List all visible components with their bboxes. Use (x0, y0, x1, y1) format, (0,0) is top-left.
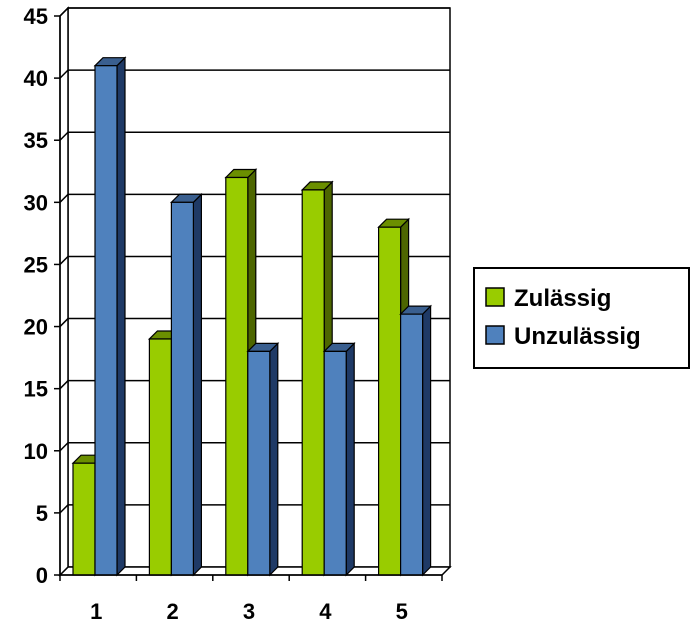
legend-swatch (485, 325, 505, 345)
bar-side (192, 192, 202, 577)
bar-front (400, 313, 424, 576)
bar-front (301, 189, 325, 576)
legend-label: Unzulässig (514, 323, 641, 350)
y-tick-label: 5 (36, 501, 48, 526)
y-tick-label: 20 (24, 315, 48, 340)
y-tick-label: 25 (24, 252, 48, 277)
bars (71, 56, 433, 577)
bar-front (225, 176, 249, 576)
bar-front (170, 201, 194, 576)
x-tick-label: 2 (166, 599, 178, 624)
bar-front (247, 350, 271, 576)
y-tick-label: 40 (24, 66, 48, 91)
y-tick-label: 45 (24, 4, 48, 29)
y-tick-label: 15 (24, 377, 48, 402)
bar-unzulaessig-2 (169, 192, 203, 577)
gridline (59, 7, 450, 17)
gridline (59, 131, 450, 141)
bar-unzulaessig-1 (93, 56, 127, 577)
legend: Zulässig Unzulässig (473, 267, 690, 369)
gridline (59, 69, 450, 79)
bar-side (345, 341, 355, 577)
side-wall (59, 6, 69, 577)
bar-side (116, 56, 126, 577)
x-tick-label: 1 (90, 599, 102, 624)
x-tick-label: 4 (319, 599, 332, 624)
bar-front (323, 350, 347, 576)
bar-unzulaessig-5 (399, 304, 433, 577)
bar-unzulaessig-4 (322, 341, 356, 577)
legend-box (473, 267, 690, 369)
legend-label: Zulässig (514, 285, 611, 312)
bar-side (422, 304, 432, 577)
axes (59, 16, 442, 576)
legend-swatch (485, 287, 505, 307)
y-axis-ticks: 0 5 10 15 20 25 30 35 40 45 (24, 4, 60, 588)
bar-side (269, 341, 279, 577)
y-tick-label: 30 (24, 190, 48, 215)
bar-front (72, 462, 96, 576)
x-tick-label: 3 (243, 599, 255, 624)
bar-unzulaessig-3 (246, 341, 280, 577)
bar-front (94, 65, 118, 576)
x-axis-ticks: 1 2 3 4 5 (59, 575, 443, 624)
y-tick-label: 10 (24, 439, 48, 464)
bar-front (378, 226, 402, 576)
bar-front (148, 338, 172, 576)
y-tick-label: 0 (36, 563, 48, 588)
x-tick-label: 5 (396, 599, 408, 624)
y-tick-label: 35 (24, 128, 48, 153)
